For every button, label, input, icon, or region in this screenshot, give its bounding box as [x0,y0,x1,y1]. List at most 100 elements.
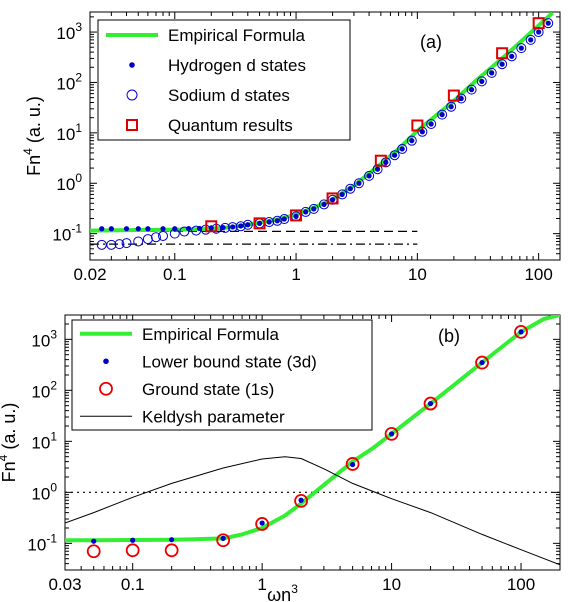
point-hydrogen-d-states [293,213,299,219]
point-hydrogen-d-states [135,226,141,232]
series-keldysh-parameter [65,456,560,566]
point-hydrogen-d-states [448,104,454,110]
y-axis-label: Fn4 (a. u.) [21,96,44,176]
point-lower-bound-state-3d [350,461,356,468]
plot-area [90,12,554,250]
point-sodium-d-states [308,203,319,214]
point-lower-bound-state-3d [130,537,136,543]
point-quantum-results [532,17,545,30]
point-hydrogen-d-states [528,37,534,43]
y-tick-label: 10-1 [52,222,82,245]
point-hydrogen-d-states [329,197,336,203]
y-tick-label: 101 [31,429,57,452]
point-ground-state-1s [86,544,101,559]
point-hydrogen-d-states [208,225,214,231]
point-hydrogen-d-states [428,121,434,127]
point-sodium-d-states [106,239,117,250]
point-hydrogen-d-states [468,87,475,93]
y-tick-label: 101 [56,121,82,144]
y-tick-label: 102 [56,70,82,93]
point-ground-state-1s [216,533,231,548]
point-hydrogen-d-states [536,29,542,35]
point-quantum-results [253,217,266,230]
legend-label-empirical-formula: Empirical Formula [142,325,280,344]
point-lower-bound-state-3d [91,538,97,544]
point-quantum-results [205,220,218,233]
x-tick-label: 0.03 [48,575,81,594]
x-tick-label: 10 [408,265,427,284]
legend-swatch-quantum-results [126,119,138,131]
point-ground-state-1s [294,493,309,508]
point-sodium-d-states [96,239,107,250]
point-ground-state-1s [164,543,179,558]
point-hydrogen-d-states [311,206,317,212]
y-axis-label: Fn4 (a. u.) [0,403,19,483]
x-tick-label: 1 [291,265,300,284]
x-tick-label: 10 [382,575,401,594]
point-lower-bound-state-3d [298,497,304,503]
x-tick-label: 0.02 [73,265,106,284]
point-sodium-d-states [179,226,190,237]
point-hydrogen-d-states [321,201,327,208]
point-hydrogen-d-states [409,138,415,144]
legend-label-ground-state-1s: Ground state (1s) [142,380,274,399]
point-lower-bound-state-3d [427,400,434,407]
point-sodium-d-states [426,118,437,129]
point-lower-bound-state-3d [479,359,485,366]
point-lower-bound-state-3d [518,329,524,335]
point-hydrogen-d-states [339,191,345,198]
legend-label-sodium-d-states: Sodium d states [168,86,290,105]
point-ground-state-1s [514,324,528,339]
legend-swatch-lower-bound-state-3d [103,358,109,365]
point-hydrogen-d-states [245,222,251,228]
point-lower-bound-state-3d [259,520,265,526]
point-hydrogen-d-states [281,216,287,222]
x-tick-label: 100 [524,265,552,284]
point-ground-state-1s [384,426,399,441]
plot-frame [64,314,561,571]
y-tick-label: 10-1 [27,531,57,554]
point-sodium-d-states [133,236,144,247]
x-tick-label: 0.1 [163,265,187,284]
x-tick-label: 0.1 [121,575,145,594]
point-hydrogen-d-states [99,226,105,232]
point-sodium-d-states [446,101,457,112]
point-hydrogen-d-states [509,53,515,59]
point-lower-bound-state-3d [220,535,226,541]
point-sodium-d-states [364,170,375,181]
point-sodium-d-states [345,183,356,194]
point-lower-bound-state-3d [388,431,395,437]
legend-swatch-hydrogen-d-states [129,62,135,68]
point-sodium-d-states [272,215,283,226]
point-hydrogen-d-states [374,166,381,172]
point-quantum-results [411,119,424,132]
plot-area [65,315,560,566]
point-hydrogen-d-states [489,70,495,76]
point-hydrogen-d-states [220,224,226,231]
point-sodium-d-states [142,234,153,245]
point-hydrogen-d-states [274,218,280,224]
point-sodium-d-states [158,230,169,241]
point-hydrogen-d-states [518,45,524,51]
point-sodium-d-states [406,135,417,146]
panel-b: 0.03 0.1 1 10 100 10-1 100 101 102 103 Fn4 (a. u.)… [0,314,561,602]
point-hydrogen-d-states [399,146,405,152]
point-ground-state-1s [475,355,489,370]
x-tick-label: 100 [507,575,535,594]
point-sodium-d-states [372,164,383,175]
point-sodium-d-states [397,143,408,154]
plot-frame [89,11,561,261]
point-hydrogen-d-states [392,152,398,158]
point-hydrogen-d-states [108,226,114,232]
panel-a: 0.02 0.1 1 10 100 10-1 100 101 102 103 Fn4 (a. u.)… [21,11,561,284]
x-axis-label: ωn3 [267,582,298,602]
legend-label-empirical-formula: Empirical Formula [168,26,306,45]
point-sodium-d-states [516,43,527,54]
point-sodium-d-states [150,232,161,243]
legend-swatch-ground-state-1s [99,381,113,396]
legend: Empirical Formula Hydrogen d states Sodium… [97,19,351,141]
point-lower-bound-state-3d [169,537,175,543]
point-ground-state-1s [345,457,360,471]
point-sodium-d-states [227,222,238,233]
